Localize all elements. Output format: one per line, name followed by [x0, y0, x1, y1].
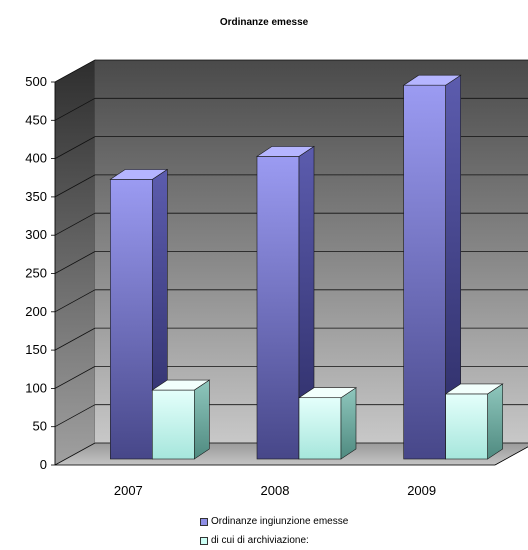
bar-top-archiviazione-2008: [298, 387, 357, 399]
y-tick-label: 250: [25, 266, 47, 281]
legend-swatch-archiviazione: [200, 536, 208, 545]
y-tick-label: 300: [25, 227, 47, 242]
y-tick-label: 400: [25, 151, 47, 166]
bar-top-ordinanze-2009: [402, 74, 462, 86]
legend-item-archiviazione: di cui di archiviazione:: [200, 531, 348, 550]
bar-top-archiviazione-2009: [444, 383, 504, 395]
gridline-diagonal: [54, 442, 96, 466]
gridline-diagonal: [54, 174, 96, 198]
x-axis-depth: [494, 446, 528, 466]
gridline-diagonal: [54, 251, 96, 274]
gridline-diagonal: [54, 327, 96, 351]
bars: [109, 74, 504, 460]
x-tick-label-2009: 2009: [407, 483, 436, 498]
bar-side-archiviazione-2008: [340, 387, 357, 460]
bar-side-archiviazione-2007: [194, 379, 210, 460]
y-tick-label: 100: [25, 380, 47, 395]
y-tick-label: 150: [25, 342, 47, 357]
bar-ordinanze-2007: [110, 179, 153, 460]
bar-archiviazione-2009: [445, 393, 488, 460]
chart-title: Ordinanze emesse: [220, 17, 309, 28]
y-tick-label: 450: [25, 112, 47, 127]
y-tick-label: 0: [40, 457, 47, 472]
bar-ordinanze-2009: [403, 84, 446, 460]
legend-item-ordinanze: Ordinanze ingiunzione emesse: [200, 512, 348, 531]
axes: 0 50 100 150 200 250 300 350 400 450 500 2007 2008 20…: [25, 74, 528, 498]
x-tick-label-2007: 2007: [114, 483, 143, 498]
bar-top-ordinanze-2007: [109, 169, 169, 180]
bar-side-archiviazione-2009: [487, 383, 503, 460]
bar-archiviazione-2008: [298, 397, 342, 460]
legend-swatch-ordinanze: [200, 517, 208, 526]
bar-archiviazione-2007: [152, 389, 195, 460]
x-tick-label-2008: 2008: [261, 483, 290, 498]
legend-label-archiviazione: di cui di archiviazione:: [211, 535, 309, 546]
legend-label-ordinanze: Ordinanze ingiunzione emesse: [211, 516, 349, 527]
y-tick-label: 350: [25, 189, 47, 204]
gridline-diagonal: [54, 212, 96, 236]
bar-top-ordinanze-2008: [256, 146, 315, 157]
gridline-diagonal: [54, 97, 96, 121]
gridline-diagonal: [54, 366, 96, 389]
gridline-diagonal: [54, 136, 96, 159]
bar-top-archiviazione-2007: [151, 379, 211, 391]
y-tick-label: 200: [25, 304, 47, 319]
bar-ordinanze-2008: [256, 156, 300, 460]
gridline-diagonal: [54, 59, 96, 83]
y-tick-label: 50: [33, 419, 47, 434]
legend: Ordinanze ingiunzione emesse di cui di a…: [200, 512, 348, 550]
gridline-diagonal: [54, 289, 96, 313]
y-tick-label: 500: [25, 74, 47, 89]
gridline-diagonal: [54, 404, 96, 428]
